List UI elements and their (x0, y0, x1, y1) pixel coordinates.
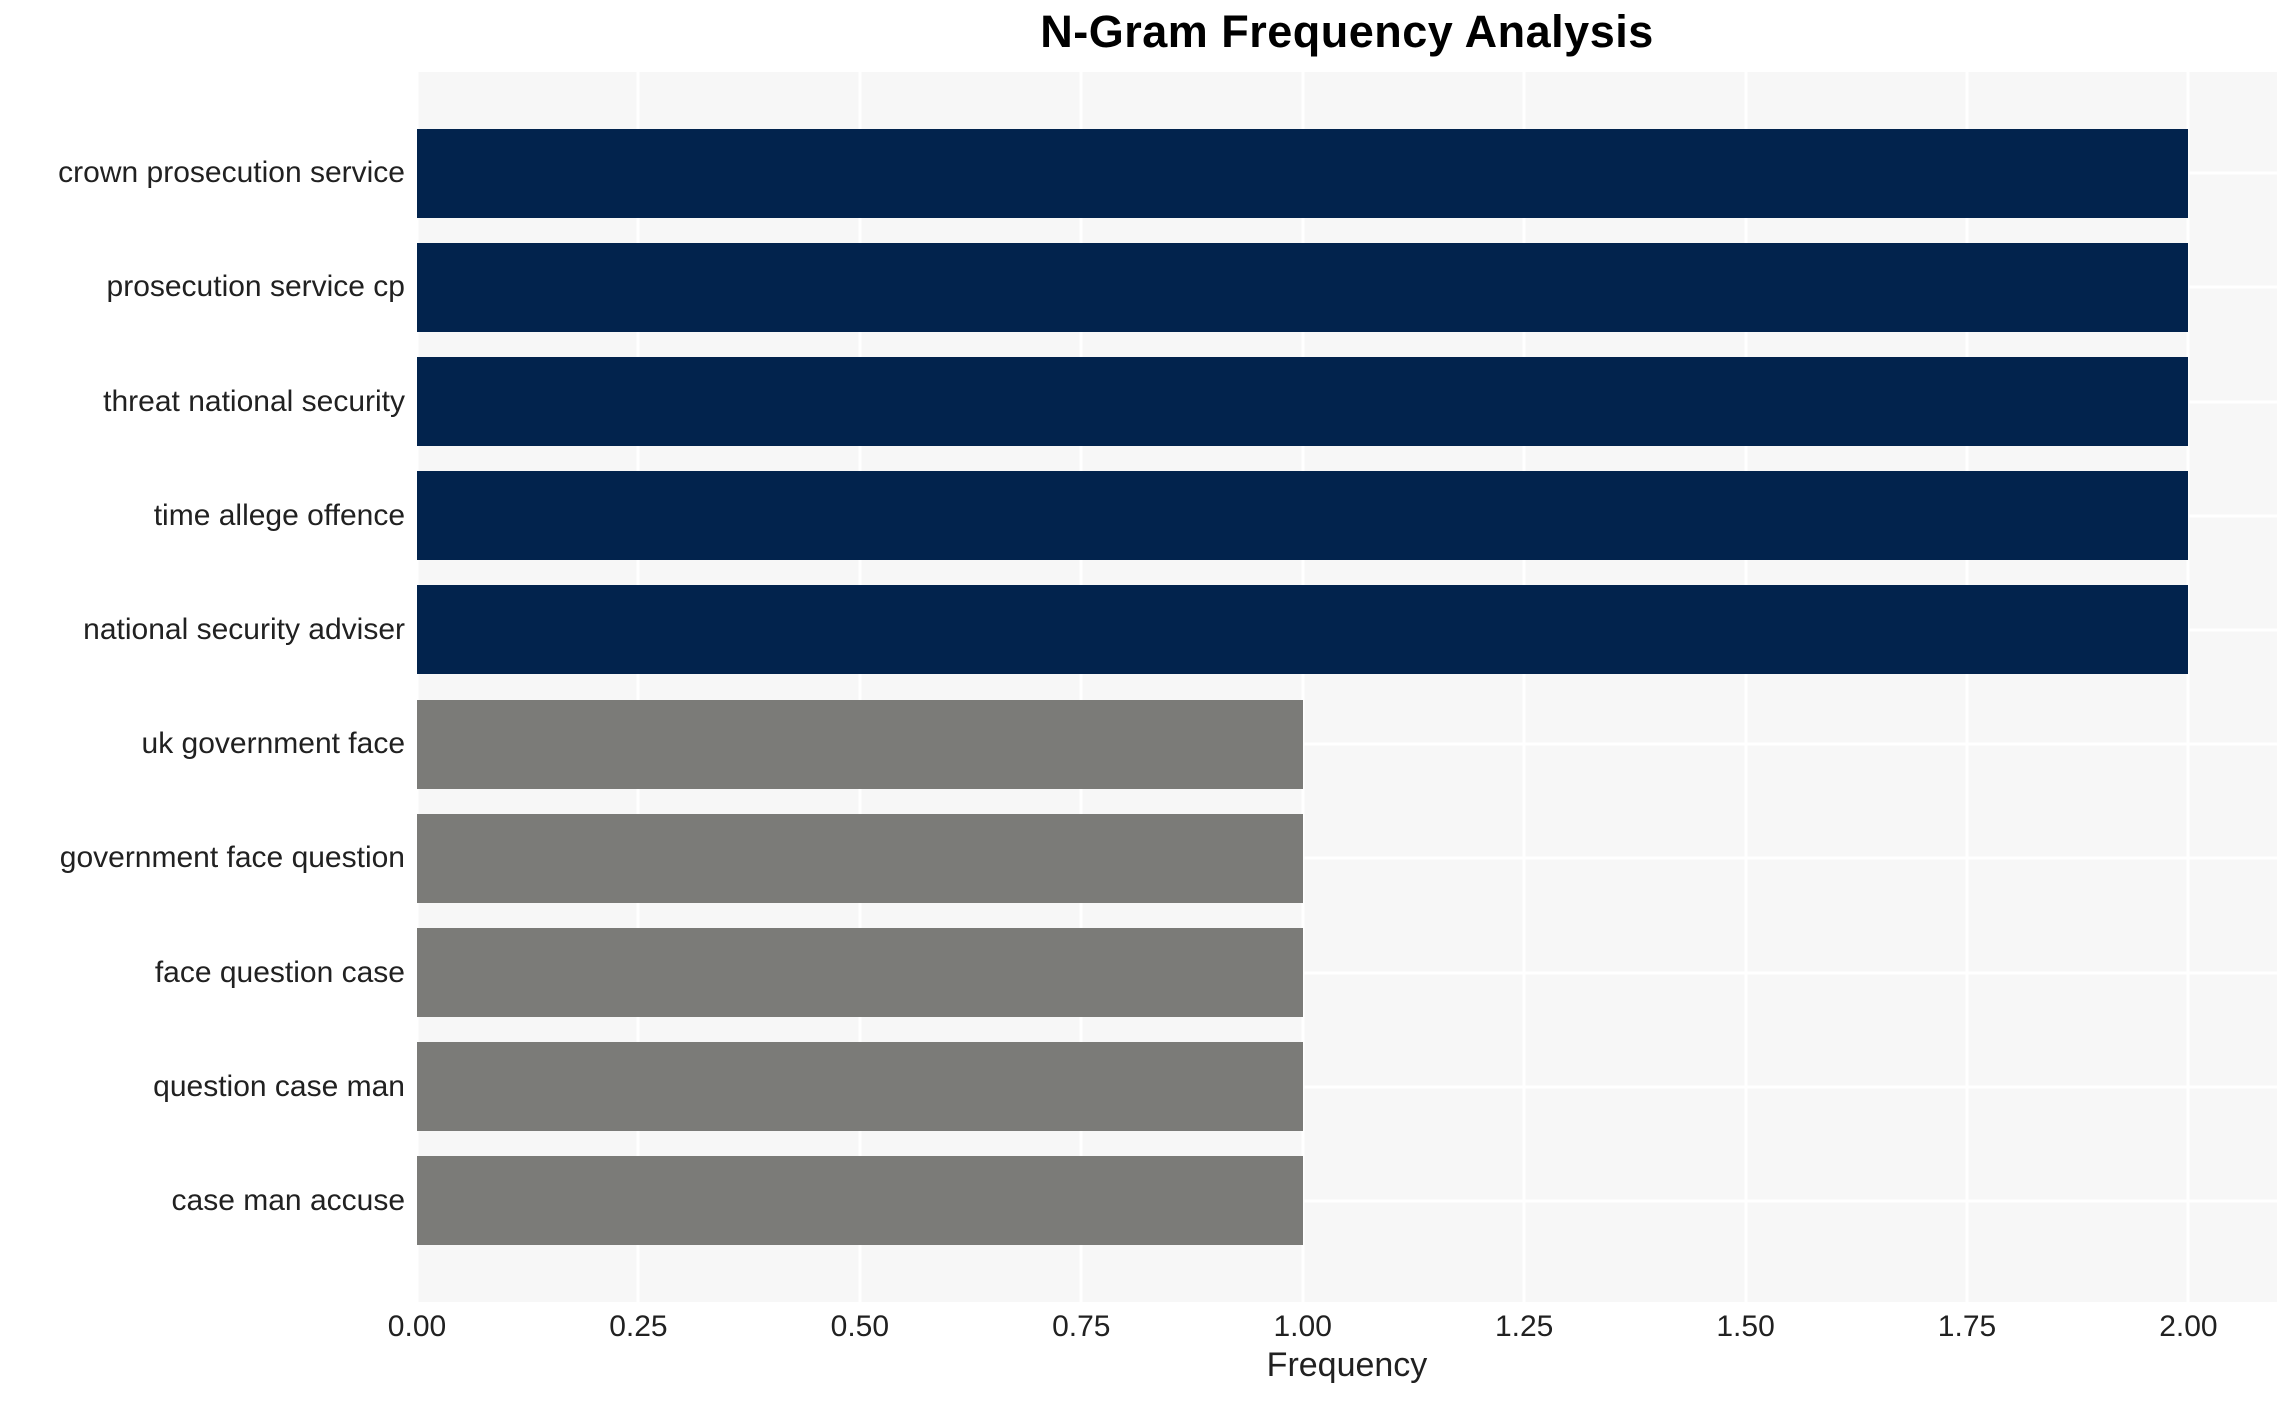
y-tick-label: threat national security (103, 384, 405, 418)
chart-title: N-Gram Frequency Analysis (1040, 6, 1654, 57)
bar (417, 1042, 1303, 1132)
plot-area (417, 72, 2277, 1302)
y-tick-label: face question case (154, 955, 405, 989)
x-tick-label: 0.25 (609, 1310, 668, 1343)
bar (417, 357, 2189, 446)
y-tick-label: uk government face (141, 727, 405, 761)
y-tick-label: government face question (59, 841, 405, 875)
bar (417, 813, 1303, 903)
gridline-vertical (1965, 72, 1969, 1302)
y-tick-label: case man accuse (171, 1183, 405, 1217)
y-tick-label: time allege offence (153, 498, 405, 532)
gridline-horizontal (417, 856, 2277, 860)
gridline-vertical (1301, 72, 1305, 1302)
y-tick-label: national security adviser (83, 612, 405, 646)
bar (417, 471, 2189, 561)
bar (417, 1156, 1303, 1246)
x-tick-label: 2.00 (2159, 1310, 2218, 1343)
x-tick-label: 0.75 (1052, 1310, 1111, 1343)
bar (417, 928, 1303, 1017)
bar (417, 699, 1303, 789)
bar (417, 242, 2189, 332)
gridline-horizontal (417, 1085, 2277, 1089)
gridline-horizontal (417, 1199, 2277, 1203)
x-tick-label: 1.75 (1937, 1310, 1997, 1343)
gridline-vertical (1079, 72, 1083, 1302)
x-tick-label: 1.50 (1716, 1310, 1775, 1343)
gridline-vertical (1522, 72, 1526, 1302)
x-tick-label: 1.00 (1273, 1310, 1332, 1343)
gridline-horizontal (417, 971, 2277, 974)
bar (417, 585, 2189, 675)
x-tick-label: 0.00 (387, 1310, 447, 1343)
y-tick-label: question case man (153, 1069, 405, 1103)
y-tick-label: prosecution service cp (106, 270, 405, 304)
gridline-vertical (1744, 72, 1748, 1302)
gridline-vertical (636, 72, 640, 1302)
x-axis-label: Frequency (1266, 1346, 1428, 1384)
gridline-horizontal (417, 742, 2277, 746)
gridline-vertical (858, 72, 862, 1302)
y-tick-label: crown prosecution service (58, 156, 405, 190)
x-tick-label: 1.25 (1494, 1310, 1554, 1343)
gridline-vertical (417, 72, 419, 1302)
gridline-vertical (2186, 72, 2190, 1302)
x-tick-label: 0.50 (830, 1310, 890, 1343)
bar (417, 128, 2189, 218)
